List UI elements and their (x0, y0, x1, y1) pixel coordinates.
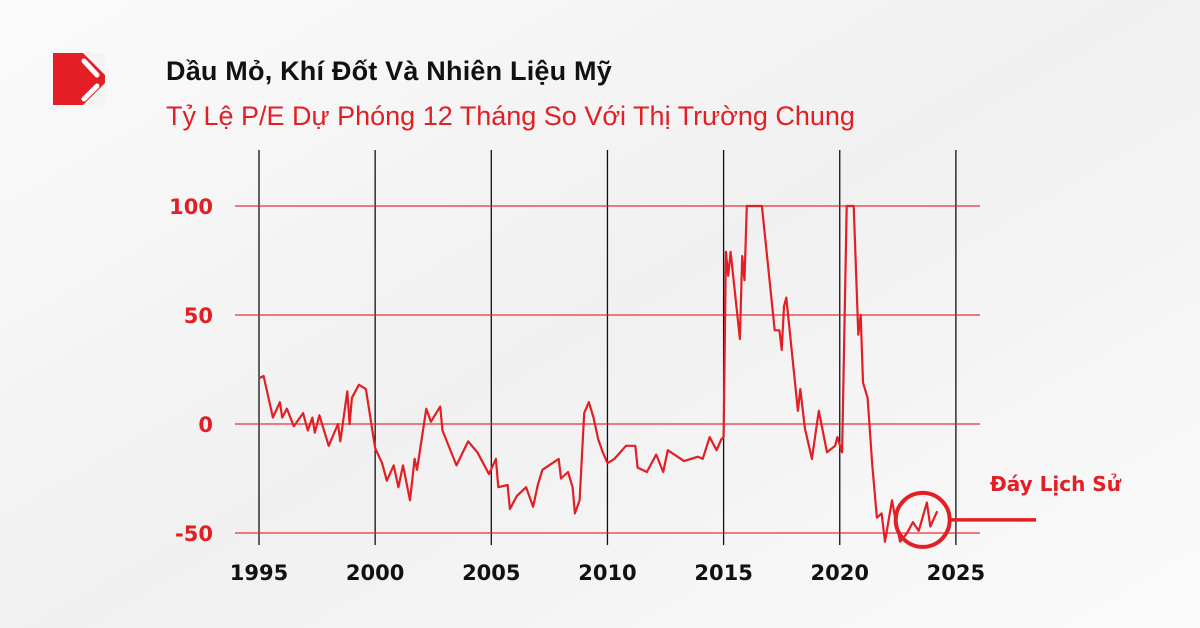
series-line (258, 204, 939, 543)
chart-subtitle: Tỷ Lệ P/E Dự Phóng 12 Tháng So Với Thị T… (166, 101, 855, 131)
y-tick-label: -50 (175, 522, 213, 546)
y-tick-label: 0 (198, 413, 213, 437)
x-tick-label: 1995 (230, 561, 288, 585)
chart-title: Dầu Mỏ, Khí Đốt Và Nhiên Liệu Mỹ (166, 56, 612, 86)
x-tick-label: 2020 (811, 561, 869, 585)
x-tick-label: 2005 (462, 561, 520, 585)
brand-logo-icon (53, 53, 105, 105)
x-tick-label: 2000 (346, 561, 404, 585)
x-tick-label: 2025 (927, 561, 985, 585)
annotation-label: Đáy Lịch Sử (990, 472, 1122, 496)
x-tick-label: 2015 (694, 561, 752, 585)
y-tick-label: 50 (184, 304, 213, 328)
y-tick-label: 100 (169, 195, 213, 219)
x-tick-label: 2010 (578, 561, 636, 585)
